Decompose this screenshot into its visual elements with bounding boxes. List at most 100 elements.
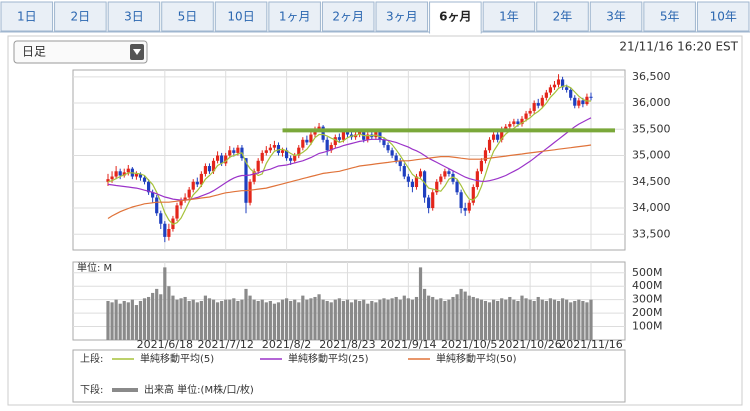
volume-bar [577,299,581,340]
tab[interactable] [589,1,643,32]
tab[interactable] [482,1,536,32]
x-tick-label: 2021/8/23 [319,338,375,351]
volume-bar [528,299,532,340]
candle-body [118,171,122,176]
tab-label: 2日 [71,10,91,24]
candle-body [309,134,313,143]
candle-body [508,124,512,127]
volume-bar [471,296,475,340]
tab[interactable] [161,1,214,32]
volume-bar [114,299,118,340]
volume-bar [155,288,159,340]
tab[interactable] [214,1,268,32]
candle-body [146,181,151,193]
volume-bar [207,298,212,340]
tab[interactable] [643,1,696,32]
volume-bar [544,301,548,340]
volume-bar [374,302,378,340]
volume-bar [402,295,406,340]
candle-body [471,187,475,203]
volume-bar [394,296,398,340]
volume-tick-label: 400M [632,279,663,292]
candle-body [236,147,240,153]
candle-body [366,134,370,140]
candle-body [398,160,402,167]
volume-bar [215,302,220,340]
legend-label: 単純移動平均(50) [436,352,517,365]
volume-bar [301,295,305,340]
volume-bar [325,301,329,340]
tab-label: 2ヶ月 [332,10,364,24]
candle-body [293,155,297,161]
volume-bar [309,298,313,340]
candle-body [333,137,337,146]
tab[interactable] [375,1,429,32]
tab[interactable] [536,1,589,32]
tab-label: 5日 [178,10,198,24]
volume-bar [321,299,325,340]
tab[interactable] [54,1,107,32]
candle-body [163,223,167,237]
y-tick-label: 34,000 [632,201,671,214]
volume-bar [435,299,439,340]
tab[interactable] [107,1,161,32]
candle-body [252,171,256,182]
volume-bar [126,302,130,340]
volume-bar [459,288,463,340]
candle-body [151,192,155,198]
volume-bar [329,302,333,340]
candle-body [284,150,289,159]
volume-bar [293,299,297,340]
volume-bar [483,301,488,340]
x-tick-label: 2021/9/14 [380,338,436,351]
candle-body [532,103,536,111]
volume-bar [451,296,455,340]
volume-bar [398,299,402,340]
volume-axis-title: 単位: M [77,261,112,274]
legend-label: 出来高 単位:(M株/口/枚) [144,383,254,396]
candle-body [134,173,139,177]
candle-body [138,173,143,178]
volume-bar [552,299,557,340]
x-tick-label: 2021/6/18 [137,338,193,351]
volume-bar [211,299,216,340]
tab[interactable] [696,1,750,32]
volume-bar [422,288,427,340]
candle-body [215,155,220,161]
candle-body [155,197,159,214]
candle-body [443,171,447,177]
candle-body [565,87,569,90]
volume-bar [195,302,199,340]
tab-cover [430,31,481,34]
volume-bar [431,296,435,340]
candle-body [491,134,496,140]
volume-bar [151,292,155,340]
candle-body [378,131,382,140]
volume-bar [565,299,569,340]
volume-tick-label: 100M [632,320,663,333]
volume-bar [520,295,524,340]
candle-body [435,181,439,193]
candle-body [345,131,350,135]
candle-body [199,173,203,185]
volume-bar [349,302,354,340]
candle-body [142,177,147,182]
candle-body [500,129,504,140]
candle-body [256,160,260,172]
candle-body [207,166,212,172]
candle-body [544,92,548,98]
candle-body [414,176,419,188]
candle-body [467,202,471,211]
volume-bar [439,298,443,340]
candle-body [386,145,390,151]
volume-bar [333,299,337,340]
tab[interactable] [321,1,375,32]
volume-bar [183,296,187,340]
volume-bar [110,302,114,340]
y-tick-label: 33,500 [632,227,671,240]
tab[interactable] [268,1,321,32]
tab[interactable] [0,1,54,32]
candle-body [289,158,293,161]
volume-bar [353,299,358,340]
dropdown[interactable] [13,40,148,64]
